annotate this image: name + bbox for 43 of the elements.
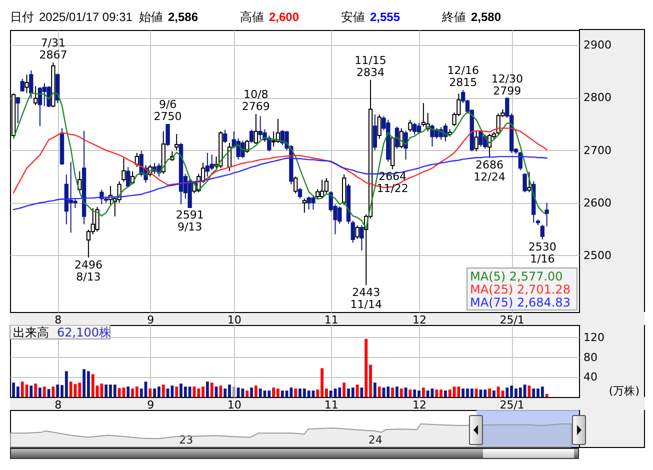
annotation: 2530 1/16: [528, 240, 556, 266]
annotation: 2591 9/13: [176, 208, 204, 234]
x-tick-label: 12: [412, 314, 427, 326]
text: 終値 2,580: [442, 10, 502, 24]
x-tick-label: 10: [227, 398, 242, 412]
text: MA(5) 2,577.00: [470, 270, 563, 284]
x-tick-label: 9: [147, 398, 154, 412]
x-tick-label: 12: [412, 398, 427, 412]
x-tick-label: 25/1: [500, 398, 524, 412]
annotation: 2496 8/13: [74, 258, 102, 284]
annotation: 9/6 2750: [154, 98, 182, 123]
y-tick-label: 80: [584, 350, 598, 364]
annotation: 2443 11/14: [350, 286, 382, 312]
y-axis-title: (万株): [608, 384, 640, 398]
annotation: 7/31 2867: [39, 36, 68, 62]
text: 安値 2,555: [341, 10, 400, 24]
text: 始値 2,586: [139, 10, 198, 24]
x-tick-label: 8: [54, 398, 62, 412]
annotation: 12/30 2799: [491, 72, 524, 98]
x-tick-label: 24: [368, 434, 382, 446]
x-tick-label: 10: [227, 314, 242, 326]
y-tick-label: 40: [584, 370, 598, 384]
x-tick-label: 25/1: [500, 314, 524, 326]
x-tick-label: 9: [147, 314, 154, 326]
y-tick-label: 2600: [584, 196, 612, 210]
y-tick-label: 2900: [584, 38, 612, 52]
annotation: 10/8 2769: [242, 88, 270, 114]
y-tick-label: 2700: [584, 144, 612, 157]
annotation: 2686 12/24: [474, 158, 506, 184]
text: 高値 2,600: [240, 10, 300, 24]
y-tick-label: 120: [584, 330, 604, 344]
annotation: 2664 11/22: [376, 170, 408, 196]
y-tick-label: 2500: [584, 248, 612, 262]
text: MA(75) 2,684.83: [470, 296, 570, 310]
text: MA(25) 2,701.28: [470, 282, 570, 296]
text: 日付 2025/01/17 09:31: [10, 10, 132, 24]
annotation: 11/15 2834: [354, 54, 386, 79]
annotation: 12/16 2815: [447, 64, 479, 89]
x-tick-label: 8: [54, 314, 62, 326]
chart-title: 出来高 62,100株: [13, 326, 111, 340]
x-tick-label: 11: [324, 314, 338, 326]
x-tick-label: 11: [324, 398, 338, 412]
y-tick-label: 2800: [584, 91, 612, 104]
